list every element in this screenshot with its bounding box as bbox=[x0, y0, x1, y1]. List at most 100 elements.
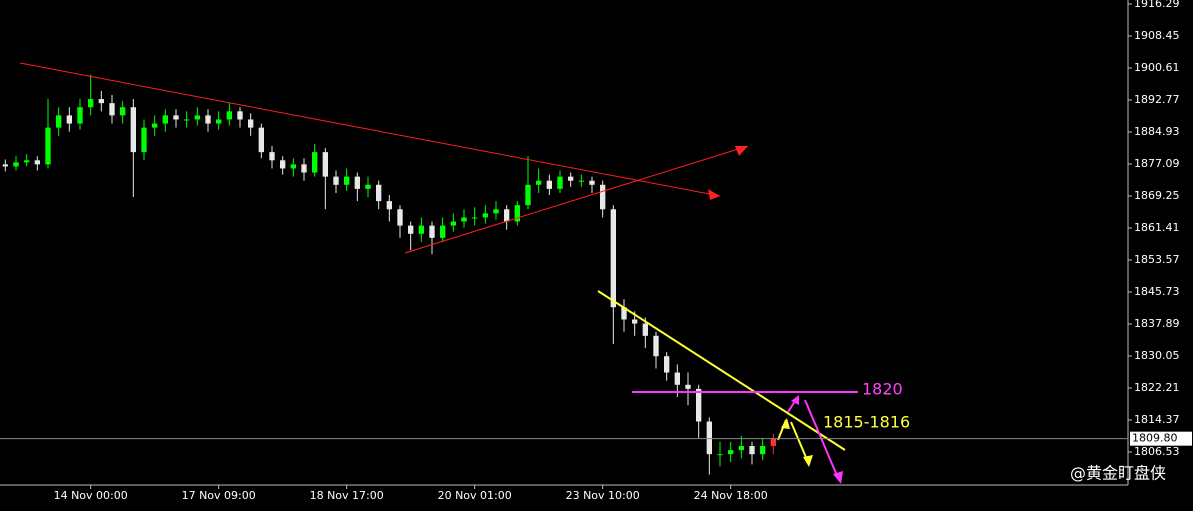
candle-body bbox=[258, 127, 264, 153]
y-tick-label: 1822.21 bbox=[1134, 381, 1180, 394]
candle-body bbox=[450, 221, 456, 226]
y-tick-label: 1845.73 bbox=[1134, 285, 1180, 298]
candles bbox=[2, 74, 776, 475]
last-price-box bbox=[1130, 431, 1192, 446]
candle-body bbox=[2, 164, 8, 167]
candle-body bbox=[152, 123, 158, 128]
candle-body bbox=[514, 205, 520, 222]
candle-body bbox=[504, 209, 510, 222]
candle-body bbox=[418, 225, 424, 234]
candle-body bbox=[216, 119, 222, 124]
candle-body bbox=[77, 107, 83, 124]
candle-body bbox=[194, 115, 200, 120]
candle-body bbox=[173, 115, 179, 120]
candle-body bbox=[130, 107, 136, 153]
candle-body bbox=[34, 160, 40, 165]
candle-body bbox=[290, 164, 296, 169]
candle-body bbox=[738, 446, 744, 451]
candle-body bbox=[120, 107, 126, 116]
candle-body bbox=[621, 307, 627, 320]
candle-body bbox=[162, 115, 168, 124]
arrow-head bbox=[735, 146, 748, 156]
arrow-head bbox=[781, 418, 790, 429]
candle-body bbox=[472, 217, 478, 219]
x-tick-label: 20 Nov 01:00 bbox=[438, 489, 512, 502]
y-tick-label: 1861.41 bbox=[1134, 221, 1180, 234]
candle-body bbox=[578, 180, 584, 182]
x-tick-label: 24 Nov 18:00 bbox=[694, 489, 768, 502]
candle-body bbox=[184, 119, 190, 121]
candle-body bbox=[226, 111, 232, 120]
candle-body bbox=[344, 176, 350, 185]
candle-body bbox=[376, 184, 382, 202]
y-tick-label: 1908.45 bbox=[1134, 29, 1180, 42]
candle-body bbox=[24, 160, 30, 163]
y-tick-label: 1884.93 bbox=[1134, 125, 1180, 138]
y-tick-label: 1900.61 bbox=[1134, 61, 1180, 74]
trend-line bbox=[597, 290, 846, 451]
candle-body bbox=[365, 184, 371, 189]
candle-body bbox=[109, 103, 115, 116]
candle-body bbox=[333, 176, 339, 185]
y-tick-label: 1837.89 bbox=[1134, 317, 1180, 330]
candle-body bbox=[13, 162, 19, 167]
candle-body bbox=[482, 213, 488, 218]
x-tick-label: 17 Nov 09:00 bbox=[182, 489, 256, 502]
candle-body bbox=[600, 184, 606, 210]
x-tick-label: 14 Nov 00:00 bbox=[54, 489, 128, 502]
y-tick-label: 1869.25 bbox=[1134, 189, 1180, 202]
candle-body bbox=[525, 184, 531, 206]
candle-body bbox=[632, 319, 638, 324]
candle-body bbox=[237, 111, 243, 120]
candle-body bbox=[760, 446, 766, 455]
candle-body bbox=[706, 421, 712, 455]
arrow bbox=[790, 421, 809, 463]
candle-body bbox=[749, 446, 755, 455]
candle-body bbox=[696, 388, 702, 422]
trend-line bbox=[404, 145, 749, 254]
candle-body bbox=[98, 99, 104, 104]
candle-body bbox=[56, 115, 62, 128]
candle-body bbox=[770, 438, 776, 447]
candle-body bbox=[397, 209, 403, 226]
candle-body bbox=[717, 454, 723, 456]
candle-body bbox=[45, 127, 51, 165]
y-tick-label: 1814.37 bbox=[1134, 413, 1180, 426]
candle-body bbox=[248, 119, 254, 128]
candle-body bbox=[141, 127, 147, 153]
candle-body bbox=[642, 323, 648, 336]
candle-body bbox=[440, 225, 446, 238]
candle-body bbox=[280, 160, 286, 169]
candle-body bbox=[589, 180, 595, 185]
candle-body bbox=[493, 209, 499, 214]
arrow-head bbox=[791, 395, 799, 405]
watermark: @黄金盯盘侠 bbox=[1070, 464, 1166, 483]
candle-body bbox=[728, 450, 734, 455]
candle-body bbox=[461, 217, 467, 222]
candle-body bbox=[386, 201, 392, 210]
candle-body bbox=[674, 372, 680, 385]
arrow-head bbox=[708, 189, 720, 200]
y-tick-label: 1916.29 bbox=[1134, 0, 1180, 10]
candle-body bbox=[301, 164, 307, 173]
annotation: 1820 bbox=[862, 380, 903, 399]
candle-body bbox=[269, 152, 275, 161]
candle-body bbox=[88, 99, 94, 108]
arrow-head bbox=[803, 455, 813, 467]
candle-body bbox=[408, 225, 414, 234]
y-tick-label: 1853.57 bbox=[1134, 253, 1180, 266]
candle-body bbox=[354, 176, 360, 189]
y-tick-label: 1877.09 bbox=[1134, 157, 1180, 170]
x-tick-label: 23 Nov 10:00 bbox=[566, 489, 640, 502]
candle-body bbox=[546, 180, 552, 189]
y-tick-label: 1830.05 bbox=[1134, 349, 1180, 362]
candle-body bbox=[322, 152, 328, 177]
trend-line bbox=[19, 62, 721, 197]
y-tick-label: 1806.53 bbox=[1134, 445, 1180, 458]
x-tick-label: 18 Nov 17:00 bbox=[310, 489, 384, 502]
candle-body bbox=[536, 180, 542, 185]
arrow-head bbox=[833, 471, 843, 484]
candle-body bbox=[66, 115, 72, 124]
